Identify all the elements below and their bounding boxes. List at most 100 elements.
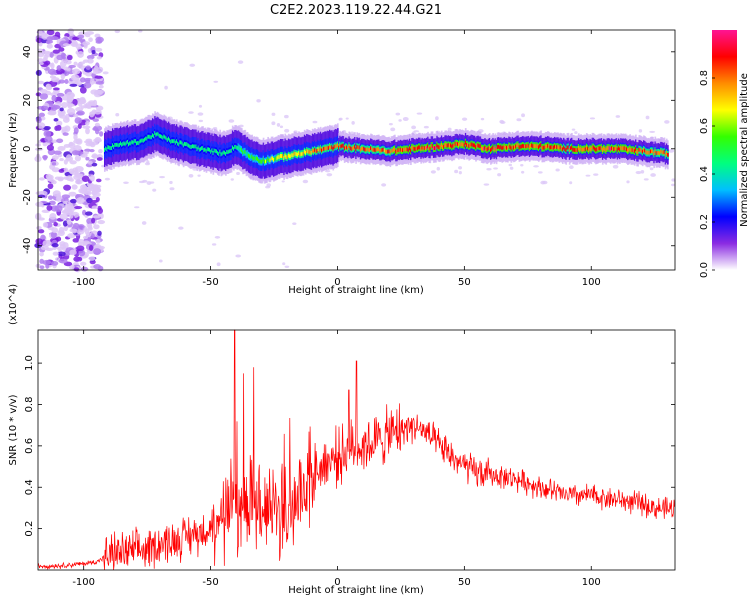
noise-blob (69, 160, 77, 165)
noise-blob (69, 228, 78, 233)
ridge-peak (190, 144, 193, 149)
ridge-peak (525, 144, 528, 149)
noise-blob (68, 191, 77, 197)
noise-blob (72, 238, 79, 243)
ridge-peak (351, 146, 354, 151)
ridge-peak (582, 147, 585, 152)
ridge-peak (271, 156, 274, 161)
noise-blob (69, 212, 74, 219)
ridge-peak (486, 147, 489, 152)
noise-blob (42, 222, 49, 228)
ridge-peak (362, 146, 364, 151)
ridge-peak (383, 148, 386, 153)
ridge-peak (259, 159, 262, 164)
ridge-peak (533, 144, 536, 148)
snr-x-label: Height of straight line (km) (288, 585, 424, 596)
ridge-peak (388, 149, 391, 154)
speckle (493, 167, 498, 170)
ridge-peak (542, 145, 545, 150)
ridge-peak (479, 144, 482, 149)
noise-blob (61, 126, 68, 132)
noise-blob (95, 89, 105, 95)
speckle (338, 117, 343, 121)
noise-blob (46, 205, 53, 211)
ridge-peak (426, 145, 428, 150)
noise-blob (52, 190, 61, 197)
ridge-peak (519, 144, 522, 149)
ridge-peak (140, 138, 143, 143)
y-tick-label: 0 (22, 146, 33, 152)
ridge-peak (453, 143, 456, 148)
ridge-peak (114, 142, 116, 147)
noise-blob (58, 168, 65, 173)
ridge-peak (619, 147, 621, 152)
ridge-peak (365, 148, 368, 152)
ridge-peak (235, 144, 238, 149)
noise-blob (37, 48, 43, 52)
ridge-peak (629, 146, 632, 151)
ridge-peak (124, 142, 127, 147)
ridge-peak (414, 147, 417, 152)
noise-blob (95, 40, 103, 44)
speckle (520, 164, 524, 167)
speckle (671, 183, 675, 187)
speckle (324, 169, 331, 173)
spectrogram-x-ticks: -100 -50 0 50 100 (72, 30, 601, 288)
speckle (197, 174, 201, 177)
ridge-peak (588, 148, 590, 153)
ridge-peak (515, 144, 517, 149)
speckle (626, 180, 630, 184)
ridge-peak (310, 150, 313, 155)
noise-blob (73, 262, 79, 266)
y-tick-label: 0.2 (24, 521, 35, 537)
noise-blob (96, 157, 103, 161)
ridge-peak (421, 145, 424, 150)
ridge-peak (646, 150, 649, 155)
noise-blob (74, 155, 82, 162)
noise-blob (55, 120, 63, 127)
ridge-peak (592, 145, 595, 150)
speckle (416, 112, 423, 115)
noise-blob (72, 167, 78, 173)
ridge-peak (262, 157, 265, 162)
speckle (388, 122, 393, 126)
ridge-peak (597, 146, 600, 151)
ridge-peak (363, 146, 365, 151)
ridge-peak (148, 134, 151, 139)
ridge-peak (319, 146, 322, 151)
ridge-peak (422, 146, 425, 151)
x-tick-label: 0 (334, 577, 340, 588)
ridge-peak (429, 146, 432, 151)
ridge-peak (145, 136, 147, 141)
ridge-peak (342, 143, 345, 148)
ridge-peak (663, 150, 666, 154)
ridge-peak (517, 143, 520, 148)
ridge-peak (230, 148, 233, 153)
noise-blob (73, 127, 79, 134)
ridge-peak (561, 147, 564, 152)
ridge-peak (601, 148, 604, 153)
ridge-peak (107, 145, 110, 150)
ridge-peak (323, 147, 325, 151)
ridge-peak (583, 147, 586, 152)
ridge-peak (368, 148, 371, 152)
ridge-peak (430, 144, 433, 148)
speckle (480, 117, 485, 121)
noise-blob (56, 65, 62, 71)
ridge-peak (553, 144, 556, 149)
ridge-peak (294, 151, 297, 156)
ridge-peak (391, 148, 394, 153)
noise-blob (43, 130, 52, 138)
ridge-peak (172, 139, 175, 144)
spectrogram-frame (37, 29, 676, 271)
ridge-peak (349, 146, 352, 150)
ridge-peak (229, 149, 232, 154)
speckle (585, 174, 591, 177)
noise-blob (57, 176, 65, 181)
noise-blob (82, 235, 89, 240)
noise-blob (93, 65, 99, 73)
ridge-peak (332, 146, 335, 151)
ridge-peak (149, 135, 152, 140)
ridge-peak (330, 145, 332, 150)
noise-blob (45, 173, 52, 180)
